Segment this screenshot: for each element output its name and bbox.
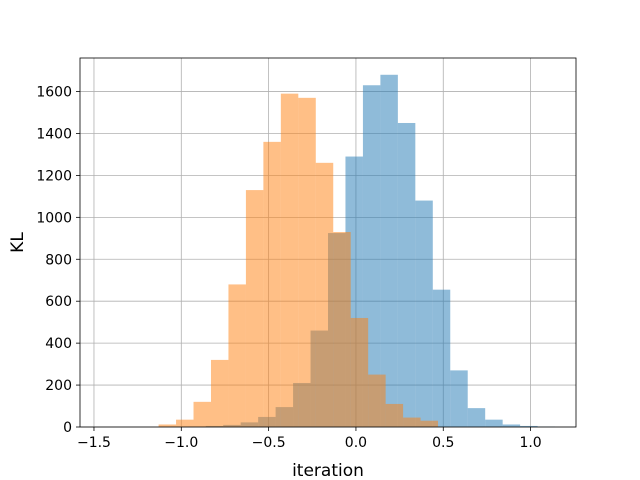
y-tick-label-1: 200 xyxy=(45,378,72,394)
plot-area-frame xyxy=(79,57,577,428)
y-axis-label: KL xyxy=(8,232,28,253)
y-tick-label-7: 1400 xyxy=(36,126,72,142)
series-1-bar-5 xyxy=(245,190,264,427)
series-1-bar-6 xyxy=(263,141,281,427)
x-tick-label-1: −1.0 xyxy=(164,435,198,451)
y-tick-label-4: 800 xyxy=(45,252,72,268)
series-1-bar-8 xyxy=(298,97,316,427)
series-0-bar-20 xyxy=(467,408,486,427)
series-0-bar-18 xyxy=(432,289,451,427)
y-tick-label-8: 1600 xyxy=(36,85,72,101)
y-tick-label-0: 0 xyxy=(63,420,72,436)
series-0-bar-22 xyxy=(502,424,521,427)
series-0-bar-17 xyxy=(415,200,433,427)
series-0-bar-16 xyxy=(397,122,416,427)
series-0-bar-23 xyxy=(520,425,538,427)
histogram-bars xyxy=(158,74,556,428)
series-0-bar-21 xyxy=(485,419,503,427)
x-tick-label-4: 0.5 xyxy=(432,435,454,451)
series-1-bar-0 xyxy=(158,424,177,427)
series-1-bar-4 xyxy=(228,284,246,427)
series-0-bar-15 xyxy=(380,74,398,427)
y-tick-label-2: 400 xyxy=(45,336,72,352)
series-1-bar-15 xyxy=(420,420,439,427)
y-tick-label-5: 1000 xyxy=(36,210,72,226)
series-1-bar-9 xyxy=(315,162,334,428)
x-axis-label: iteration xyxy=(292,461,364,480)
x-tick-label-5: 1.0 xyxy=(519,435,541,451)
series-1-bar-1 xyxy=(176,419,194,427)
series-1-bar-14 xyxy=(403,417,421,427)
series-1-bar-3 xyxy=(210,359,229,427)
series-1-bar-7 xyxy=(280,93,299,428)
series-0-bar-19 xyxy=(450,370,468,427)
x-tick-label-2: −0.5 xyxy=(252,435,286,451)
axis-ticks: −1.5 −1.0 −0.5 0.0 0.5 1.0 0 200 400 600 800 1000 12… xyxy=(36,85,541,451)
y-tick-label-6: 1200 xyxy=(36,168,72,184)
series-1-bars xyxy=(158,93,439,428)
series-1-bar-2 xyxy=(193,401,211,427)
series-1-bar-11 xyxy=(350,317,369,427)
x-tick-label-0: −1.5 xyxy=(77,435,111,451)
series-1-bar-13 xyxy=(385,403,404,427)
series-1-bar-12 xyxy=(368,374,386,427)
y-tick-label-3: 600 xyxy=(45,294,72,310)
x-tick-label-3: 0.0 xyxy=(345,435,367,451)
series-1-bar-10 xyxy=(333,232,351,427)
